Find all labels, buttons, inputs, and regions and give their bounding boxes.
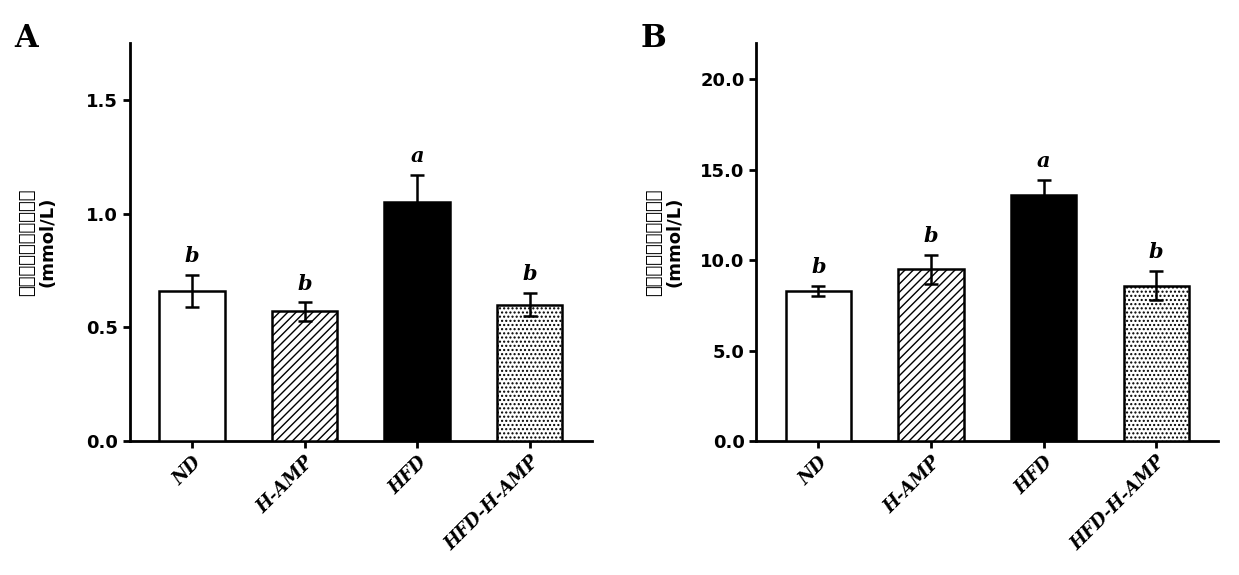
Text: a: a (1037, 151, 1051, 171)
Text: b: b (185, 246, 199, 266)
Text: 小鼠血清总胆固醇含量
(mmol/L): 小鼠血清总胆固醇含量 (mmol/L) (644, 189, 684, 296)
Bar (786, 291, 851, 441)
Text: a: a (410, 146, 424, 166)
Bar (1011, 195, 1077, 441)
Bar (160, 291, 224, 441)
Text: b: b (812, 257, 825, 277)
Text: b: b (923, 226, 938, 246)
Text: b: b (523, 264, 536, 285)
Bar (384, 202, 450, 441)
Text: b: b (1149, 242, 1163, 262)
Bar (497, 305, 563, 441)
Text: 小鼠血清甘油三酯含量
(mmol/L): 小鼠血清甘油三酯含量 (mmol/L) (19, 189, 57, 296)
Text: b: b (297, 274, 312, 294)
Bar (271, 312, 337, 441)
Text: B: B (641, 23, 667, 54)
Bar (898, 269, 964, 441)
Text: A: A (15, 23, 38, 54)
Bar (1124, 286, 1189, 441)
